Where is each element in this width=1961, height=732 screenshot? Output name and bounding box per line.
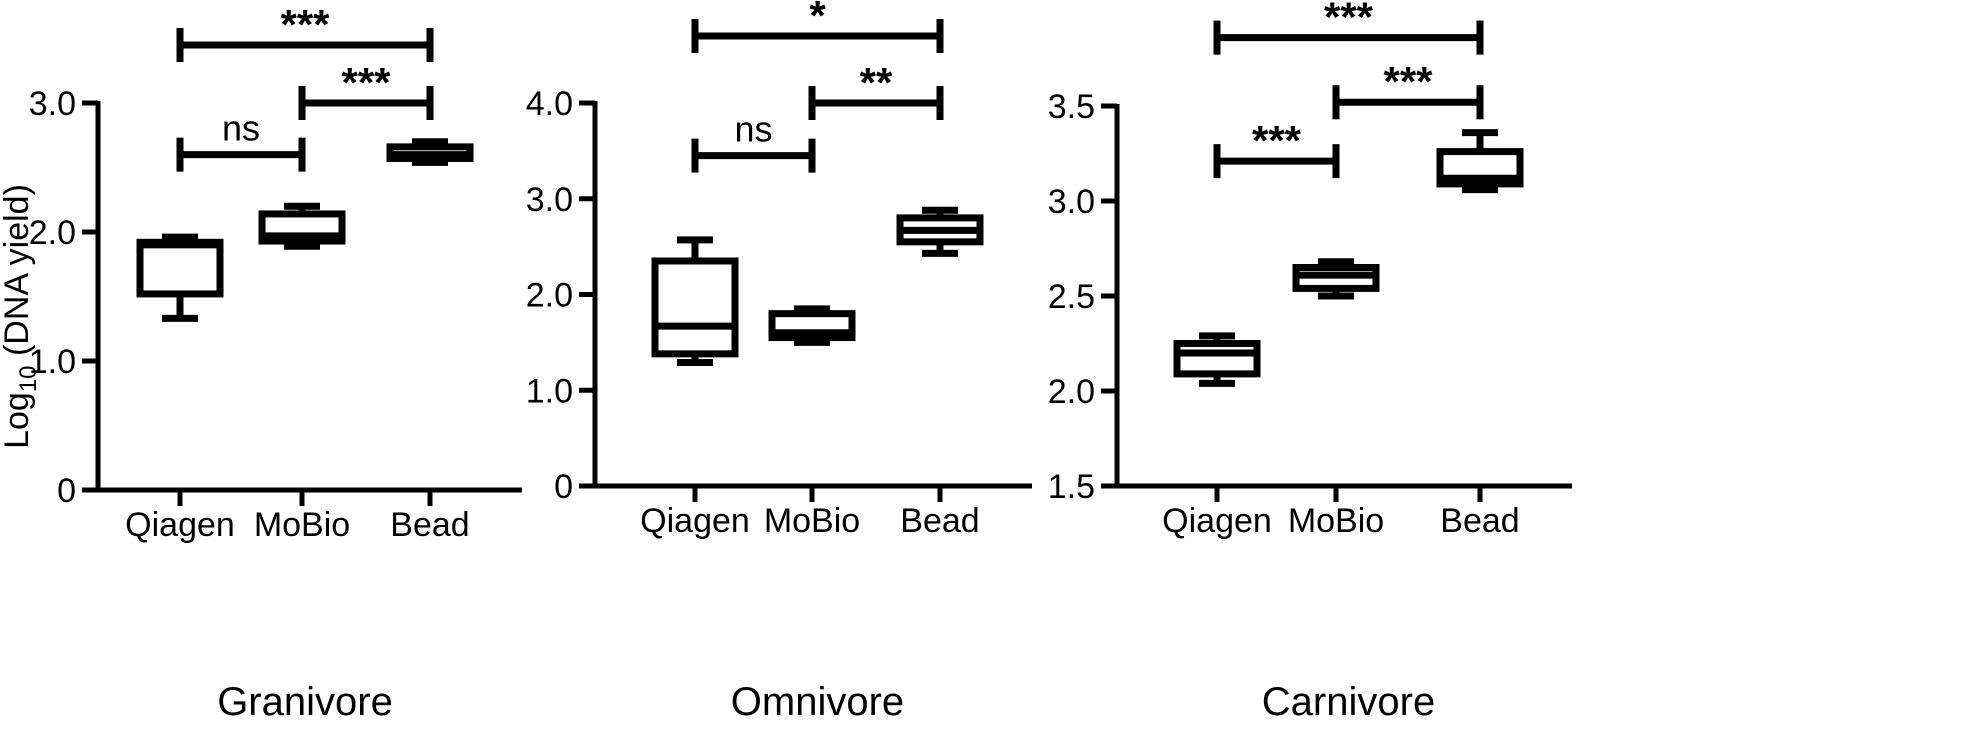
y-axis-title: Log10 (DNA yield) [0, 184, 42, 449]
x-tick-label: MoBio [1288, 502, 1384, 540]
significance-label: ** [860, 59, 893, 106]
y-axis-title-subscript: 10 [15, 365, 42, 392]
box-qiagen [1173, 332, 1261, 387]
x-tick-label: Bead [1440, 502, 1519, 540]
y-tick-label: 3.0 [1048, 183, 1095, 221]
y-tick-label: 2.0 [526, 277, 573, 315]
x-tick-label: Qiagen [1162, 502, 1272, 540]
y-tick-label: 3.0 [29, 85, 76, 123]
y-axis-title-main: Log [0, 392, 36, 449]
significance-bracket: *** [298, 59, 434, 120]
box-mobio [768, 305, 856, 346]
significance-bracket: ns [691, 109, 816, 173]
chart-panel-1: 0 1.0 2.0 3.0 Qiagen MoBio Bead Granivore Log10 … [0, 1, 522, 724]
y-axis-title-rest: (DNA yield) [0, 184, 36, 365]
x-axis-title: Granivore [217, 680, 393, 724]
significance-label: ns [222, 108, 260, 149]
x-tick-label: Qiagen [640, 502, 750, 540]
x-tick-label: Qiagen [125, 506, 235, 544]
y-tick-label: 0 [57, 472, 76, 510]
y-tick-label: 3.5 [1048, 88, 1095, 126]
box-iqr [136, 238, 224, 298]
box-mobio [1292, 258, 1380, 300]
box-qiagen [651, 236, 739, 366]
significance-label: * [809, 0, 826, 39]
y-tick-label: 0 [554, 468, 573, 506]
significance-bracket: ** [808, 59, 944, 120]
y-tick-label: 4.0 [526, 85, 573, 123]
significance-bracket: *** [1213, 0, 1484, 55]
y-tick-label: 1.0 [526, 372, 573, 410]
significance-label: *** [341, 59, 391, 106]
box-iqr [1173, 340, 1261, 378]
y-tick-label: 1.0 [29, 343, 76, 381]
significance-bracket: *** [1332, 58, 1484, 120]
significance-bracket: *** [1213, 117, 1340, 179]
box-bead [386, 138, 474, 166]
x-tick-label: MoBio [254, 506, 350, 544]
y-tick-label: 1.5 [1048, 468, 1095, 506]
y-tick-label: 2.5 [1048, 278, 1095, 316]
x-tick-label: Bead [390, 506, 469, 544]
box-bead [1436, 129, 1524, 194]
significance-label: *** [1252, 117, 1302, 164]
chart-panel-3: 1.5 2.0 2.5 3.0 3.5 Qiagen MoBio Bead Carnivore *… [1048, 0, 1572, 724]
significance-bracket: * [691, 0, 944, 53]
x-axis-title: Carnivore [1262, 680, 1435, 724]
box-mobio [258, 202, 346, 250]
y-tick-label: 2.0 [1048, 373, 1095, 411]
significance-label: *** [1383, 58, 1433, 105]
significance-bracket: *** [176, 1, 434, 62]
y-tick-label: 2.0 [29, 214, 76, 252]
box-bead [896, 206, 984, 257]
significance-label: *** [280, 1, 330, 48]
significance-label: *** [1324, 0, 1374, 41]
box-iqr [651, 257, 739, 358]
significance-bracket: ns [176, 108, 306, 172]
x-tick-label: MoBio [764, 502, 860, 540]
box-qiagen [136, 233, 224, 322]
significance-label: ns [734, 109, 772, 150]
x-tick-label: Bead [900, 502, 979, 540]
x-axis-title: Omnivore [731, 680, 904, 724]
y-tick-label: 3.0 [526, 181, 573, 219]
